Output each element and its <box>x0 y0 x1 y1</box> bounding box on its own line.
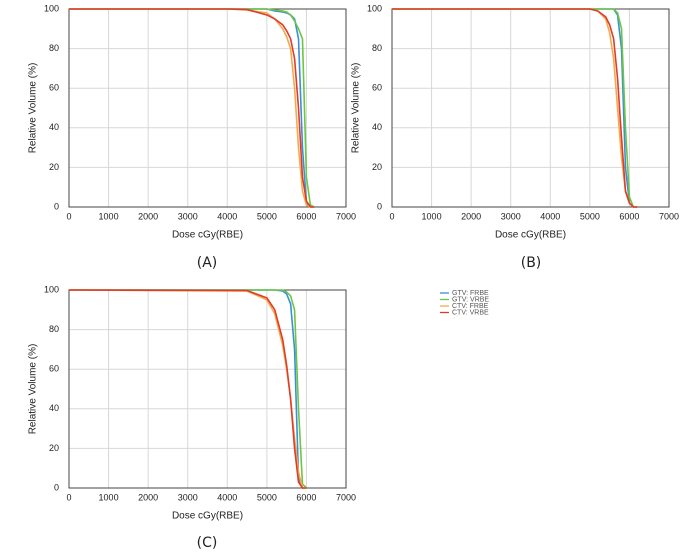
panel-label: (C) <box>197 535 218 551</box>
y-tick-label: 40 <box>49 122 59 132</box>
x-tick-label: 5000 <box>257 492 277 502</box>
x-axis-label: Dose cGy(RBE) <box>495 230 566 241</box>
y-tick-label: 80 <box>372 43 382 53</box>
series-line <box>69 8 315 208</box>
y-tick-label: 60 <box>49 83 59 93</box>
x-tick-label: 3000 <box>178 211 198 221</box>
legend-label: GTV: VRBE <box>452 296 489 303</box>
series-line <box>392 8 638 208</box>
x-tick-label: 1000 <box>99 492 119 502</box>
y-tick-label: 100 <box>44 3 59 13</box>
x-tick-label: 4000 <box>540 211 560 221</box>
panel-label: (B) <box>521 255 542 271</box>
y-tick-label: 20 <box>372 162 382 172</box>
y-tick-label: 100 <box>44 284 59 294</box>
x-tick-label: 6000 <box>296 211 316 221</box>
y-axis-label: Relative Volume (%) <box>28 344 39 435</box>
y-tick-label: 100 <box>367 3 382 13</box>
y-tick-label: 40 <box>49 403 59 413</box>
y-tick-label: 0 <box>377 201 382 211</box>
legend-label: CTV: FRBE <box>452 303 489 310</box>
x-tick-label: 7000 <box>659 211 679 221</box>
y-tick-label: 60 <box>49 364 59 374</box>
x-tick-label: 5000 <box>257 211 277 221</box>
y-tick-label: 80 <box>49 324 59 334</box>
panel-label: (A) <box>197 255 218 271</box>
x-tick-label: 6000 <box>619 211 639 221</box>
series-line <box>69 8 315 208</box>
x-tick-label: 4000 <box>217 211 237 221</box>
x-axis-label: Dose cGy(RBE) <box>172 511 243 522</box>
x-tick-label: 2000 <box>138 211 158 221</box>
x-tick-label: 7000 <box>336 211 356 221</box>
x-tick-label: 1000 <box>422 211 442 221</box>
y-axis-label: Relative Volume (%) <box>351 63 362 154</box>
series-line <box>68 289 307 489</box>
x-tick-label: 4000 <box>217 492 237 502</box>
x-tick-label: 7000 <box>336 492 356 502</box>
y-tick-label: 60 <box>372 83 382 93</box>
series-line <box>69 8 315 208</box>
y-tick-label: 80 <box>49 43 59 53</box>
series-line <box>392 8 638 208</box>
plot-frame <box>68 289 347 489</box>
x-axis-label: Dose cGy(RBE) <box>172 230 243 241</box>
series-line <box>69 8 315 208</box>
y-axis-label: Relative Volume (%) <box>28 63 39 154</box>
y-tick-label: 40 <box>372 122 382 132</box>
x-tick-label: 5000 <box>580 211 600 221</box>
x-tick-label: 3000 <box>501 211 521 221</box>
legend-label: CTV: VRBE <box>452 309 489 316</box>
y-tick-label: 0 <box>54 201 59 211</box>
x-tick-label: 3000 <box>178 492 198 502</box>
series-line <box>69 289 307 489</box>
x-tick-label: 2000 <box>461 211 481 221</box>
y-tick-label: 20 <box>49 162 59 172</box>
x-tick-label: 1000 <box>99 211 119 221</box>
legend-label: GTV: FRBE <box>452 290 489 297</box>
x-tick-label: 0 <box>389 211 394 221</box>
series-line <box>392 8 638 208</box>
series-line <box>392 8 638 208</box>
x-tick-label: 2000 <box>138 492 158 502</box>
y-tick-label: 20 <box>49 443 59 453</box>
y-tick-label: 0 <box>54 482 59 492</box>
x-tick-label: 0 <box>66 492 71 502</box>
x-tick-label: 0 <box>66 211 71 221</box>
plot-frame <box>391 8 670 208</box>
x-tick-label: 6000 <box>296 492 316 502</box>
